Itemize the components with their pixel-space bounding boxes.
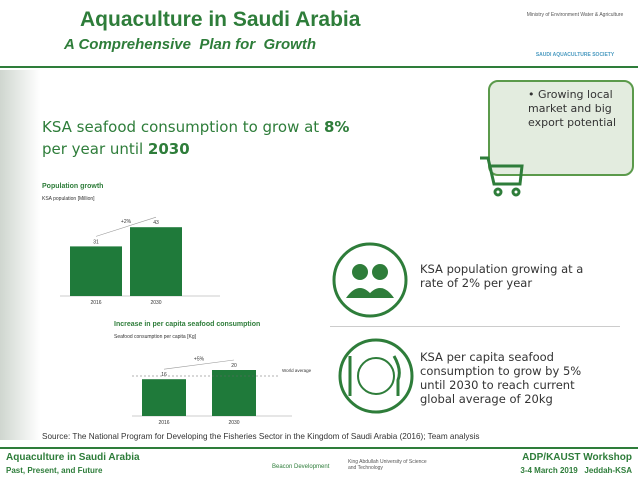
logo-beacon: Beacon Development [272,464,330,470]
bar [70,246,122,296]
bar [130,227,182,296]
source: Source: The National Program for Develop… [42,432,480,441]
footer-title: Aquaculture in Saudi Arabia [6,452,140,463]
people-icon [332,242,408,318]
callout-text: KSA per capita seafood consumption to gr… [420,350,582,406]
footer-subtitle: Past, Present, and Future [6,466,103,475]
headline-text: per year until [42,140,148,158]
change-label: +5% [194,357,205,363]
chart-title: Population growth [42,183,103,190]
callout-text: • Growing local market and big export po… [528,88,617,129]
bar [212,370,256,416]
bar-value: 43 [153,220,159,226]
bar-value: 20 [231,363,237,369]
callout-text: KSA population growing at a rate of 2% p… [420,262,584,290]
reference-label: World average 20 kg [282,368,312,373]
chart-consumption: Increase in per capita seafood consumpti… [114,321,312,426]
headline: KSA seafood consumption to grow at 8% pe… [42,116,372,160]
logo-ministry: Ministry of Environment Water & Agricult… [526,12,624,18]
reference-text: World average 20 kg [282,368,312,373]
headline-highlight: 2030 [147,140,190,158]
bar-label: 2030 [150,300,161,306]
callout-box [488,80,634,176]
bar-label: 2016 [90,300,101,306]
headline-highlight: 8% [323,118,350,136]
bar-value: 16 [161,372,167,378]
subtitle: A Comprehensive Plan for Growth [64,36,316,53]
header-rule [0,66,638,68]
bar-value: 31 [93,239,99,245]
trend-arrow [95,216,157,237]
logo-kaust: King Abdullah University of Science and … [348,459,427,471]
chart-subtitle: KSA population [Million] [42,196,95,202]
title: Aquaculture in Saudi Arabia [80,8,361,31]
cart-icon [480,156,524,197]
bar [142,379,186,416]
callout: Growing local market and big export pote… [528,88,617,129]
headline-text: KSA seafood consumption to grow at [42,118,324,136]
divider [330,326,620,327]
footer-rule [0,447,638,449]
logo-society: SAUDI AQUACULTURE SOCIETY [535,52,615,58]
footer-date: 3-4 March 2019 Jeddah-KSA [520,466,632,475]
chart-subtitle: Seafood consumption per capita [Kg] [114,334,197,340]
plate-icon [338,338,414,414]
bar-label: 2030 [228,420,239,426]
footer-event: ADP/KAUST Workshop [522,452,632,463]
chart-title: Increase in per capita seafood consumpti… [114,321,260,328]
trend-arrow [163,359,235,370]
change-label: +2% [121,219,132,225]
chart-population: Population growth KSA population [Million… [42,183,220,306]
bar-label: 2016 [158,420,169,426]
background-art [0,70,40,440]
